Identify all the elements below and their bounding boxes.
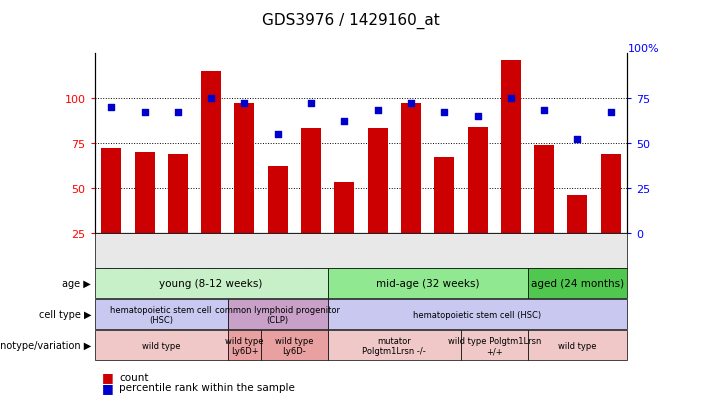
Text: cell type ▶: cell type ▶ [39, 309, 91, 320]
Bar [435, 158, 454, 233]
Point [172, 110, 184, 116]
Point [139, 110, 150, 116]
Point [538, 108, 550, 114]
Text: hematopoietic stem cell
(HSC): hematopoietic stem cell (HSC) [111, 305, 212, 324]
Bar [567, 196, 587, 233]
Point [272, 131, 283, 138]
Text: mutator
Polgtm1Lrsn -/-: mutator Polgtm1Lrsn -/- [362, 336, 426, 355]
Text: age ▶: age ▶ [62, 278, 91, 289]
Point [439, 110, 450, 116]
Bar [168, 154, 188, 233]
Text: 100%: 100% [627, 44, 659, 54]
Bar [334, 183, 355, 233]
Text: hematopoietic stem cell (HSC): hematopoietic stem cell (HSC) [414, 310, 542, 319]
Bar [101, 149, 121, 233]
Text: wild type Polgtm1Lrsn
+/+: wild type Polgtm1Lrsn +/+ [447, 336, 541, 355]
Text: wild type: wild type [142, 341, 180, 350]
Text: wild type
Ly6D+: wild type Ly6D+ [225, 336, 264, 355]
Text: young (8-12 weeks): young (8-12 weeks) [160, 278, 263, 289]
Text: aged (24 months): aged (24 months) [531, 278, 624, 289]
Point [239, 101, 250, 107]
Point [572, 137, 583, 143]
Text: genotype/variation ▶: genotype/variation ▶ [0, 340, 91, 351]
Bar [201, 72, 222, 233]
Text: ■: ■ [102, 381, 114, 394]
Point [306, 101, 317, 107]
Point [372, 108, 383, 114]
Bar [501, 61, 521, 233]
Text: wild type
Ly6D-: wild type Ly6D- [275, 336, 313, 355]
Bar [468, 127, 487, 233]
Bar [601, 154, 620, 233]
Point [405, 101, 416, 107]
Point [505, 95, 517, 102]
Point [472, 113, 483, 120]
Text: mid-age (32 weeks): mid-age (32 weeks) [376, 278, 479, 289]
Bar [534, 145, 554, 233]
Bar [234, 104, 254, 233]
Point [605, 110, 616, 116]
Text: ■: ■ [102, 370, 114, 384]
Text: percentile rank within the sample: percentile rank within the sample [119, 382, 295, 392]
Text: common lymphoid progenitor
(CLP): common lymphoid progenitor (CLP) [215, 305, 340, 324]
Point [205, 95, 217, 102]
Bar [368, 129, 388, 233]
Bar [301, 129, 321, 233]
Text: GDS3976 / 1429160_at: GDS3976 / 1429160_at [261, 12, 440, 28]
Point [339, 119, 350, 125]
Bar [401, 104, 421, 233]
Text: count: count [119, 372, 149, 382]
Bar [268, 167, 288, 233]
Point [106, 104, 117, 111]
Text: wild type: wild type [558, 341, 597, 350]
Bar [135, 152, 154, 233]
